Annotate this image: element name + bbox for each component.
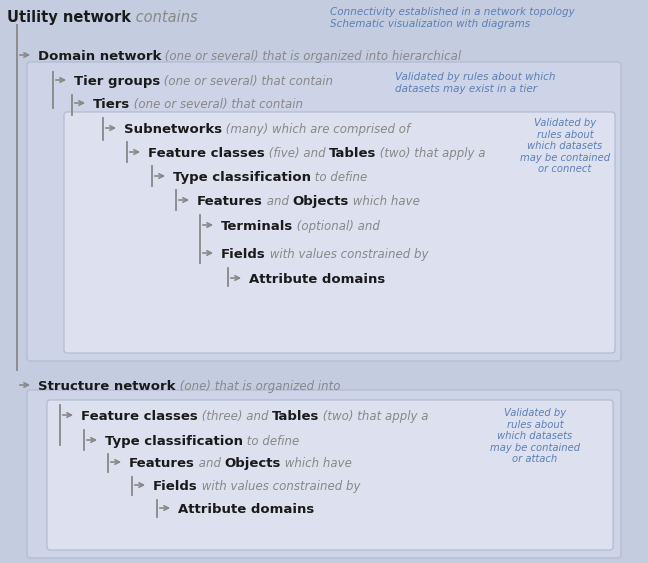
Text: which have: which have xyxy=(349,195,420,208)
Text: Objects: Objects xyxy=(293,195,349,208)
Text: Features: Features xyxy=(129,457,195,470)
Text: Domain network: Domain network xyxy=(38,50,161,63)
Text: Terminals: Terminals xyxy=(221,220,294,233)
Text: Type classification: Type classification xyxy=(105,435,243,448)
Text: (one or several) that is organized into hierarchical: (one or several) that is organized into … xyxy=(161,50,461,63)
Text: Structure network: Structure network xyxy=(38,380,176,393)
Text: Tiers: Tiers xyxy=(93,98,130,111)
Text: (one) that is organized into: (one) that is organized into xyxy=(176,380,340,393)
Text: Type classification: Type classification xyxy=(173,171,311,184)
Text: Validated by rules about which
datasets may exist in a tier: Validated by rules about which datasets … xyxy=(395,72,555,93)
FancyBboxPatch shape xyxy=(27,62,621,361)
Text: Subnetworks: Subnetworks xyxy=(124,123,222,136)
Text: (one or several) that contain: (one or several) that contain xyxy=(160,75,333,88)
Text: Validated by
rules about
which datasets
may be contained
or connect: Validated by rules about which datasets … xyxy=(520,118,610,175)
Text: Fields: Fields xyxy=(153,480,198,493)
Text: Validated by
rules about
which datasets
may be contained
or attach: Validated by rules about which datasets … xyxy=(490,408,580,464)
Text: Connectivity established in a network topology
Schematic visualization with diag: Connectivity established in a network to… xyxy=(330,7,575,29)
FancyBboxPatch shape xyxy=(47,400,613,550)
Text: Attribute domains: Attribute domains xyxy=(178,503,314,516)
Text: and: and xyxy=(263,195,293,208)
FancyBboxPatch shape xyxy=(64,112,615,353)
Text: Tables: Tables xyxy=(272,410,319,423)
Text: with values constrained by: with values constrained by xyxy=(266,248,428,261)
FancyBboxPatch shape xyxy=(27,390,621,558)
Text: Utility network: Utility network xyxy=(7,10,131,25)
Text: Fields: Fields xyxy=(221,248,266,261)
Text: which have: which have xyxy=(281,457,352,470)
Text: Features: Features xyxy=(197,195,263,208)
Text: (two) that apply a: (two) that apply a xyxy=(319,410,429,423)
Text: with values constrained by: with values constrained by xyxy=(198,480,360,493)
Text: Attribute domains: Attribute domains xyxy=(249,273,386,286)
Text: (optional) and: (optional) and xyxy=(294,220,380,233)
Text: Tier groups: Tier groups xyxy=(74,75,160,88)
Text: to define: to define xyxy=(311,171,367,184)
Text: (two) that apply a: (two) that apply a xyxy=(376,147,486,160)
Text: Feature classes: Feature classes xyxy=(81,410,198,423)
Text: (many) which are comprised of: (many) which are comprised of xyxy=(222,123,410,136)
Text: Feature classes: Feature classes xyxy=(148,147,265,160)
Text: (three) and: (three) and xyxy=(198,410,272,423)
Text: Tables: Tables xyxy=(329,147,376,160)
Text: contains: contains xyxy=(131,10,198,25)
Text: (one or several) that contain: (one or several) that contain xyxy=(130,98,303,111)
Text: to define: to define xyxy=(243,435,299,448)
Text: Objects: Objects xyxy=(225,457,281,470)
Text: and: and xyxy=(195,457,225,470)
Text: (five) and: (five) and xyxy=(265,147,329,160)
